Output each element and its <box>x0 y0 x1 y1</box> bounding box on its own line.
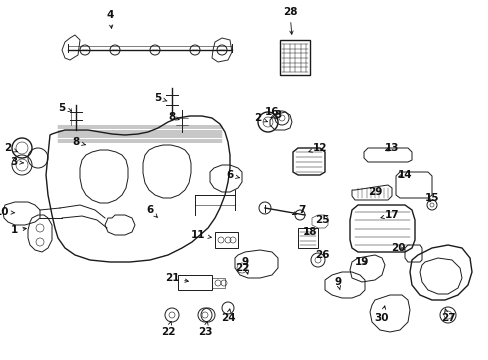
Text: 6: 6 <box>226 170 239 180</box>
Text: 5: 5 <box>58 103 71 113</box>
Text: 22: 22 <box>161 321 175 337</box>
Text: 8: 8 <box>72 137 85 147</box>
Text: 20: 20 <box>390 243 405 253</box>
Text: 3: 3 <box>270 110 281 120</box>
Text: 16: 16 <box>264 107 279 120</box>
Text: 26: 26 <box>314 250 328 260</box>
Text: 4: 4 <box>106 10 113 28</box>
Text: 12: 12 <box>308 143 326 153</box>
Text: 30: 30 <box>374 306 388 323</box>
Text: 19: 19 <box>354 257 368 267</box>
Text: 13: 13 <box>384 143 398 153</box>
Text: 18: 18 <box>302 227 317 237</box>
Text: 24: 24 <box>220 309 235 323</box>
Text: 3: 3 <box>10 157 23 167</box>
Text: 15: 15 <box>424 193 438 203</box>
Text: 22: 22 <box>234 263 249 273</box>
Text: 11: 11 <box>190 230 211 240</box>
Text: 27: 27 <box>440 309 454 323</box>
Text: 6: 6 <box>146 205 157 217</box>
Text: 8: 8 <box>168 112 179 122</box>
Text: 28: 28 <box>282 7 297 34</box>
Text: 2: 2 <box>254 113 267 123</box>
Text: 1: 1 <box>10 225 26 235</box>
Text: 17: 17 <box>380 210 399 220</box>
Text: 7: 7 <box>292 205 305 215</box>
Text: 9: 9 <box>241 257 248 274</box>
Text: 25: 25 <box>314 215 328 225</box>
Text: 21: 21 <box>164 273 188 283</box>
Text: 29: 29 <box>367 187 382 197</box>
Text: 2: 2 <box>4 143 17 153</box>
Text: 14: 14 <box>397 170 411 180</box>
Text: 5: 5 <box>154 93 167 103</box>
Text: 10: 10 <box>0 207 15 217</box>
Text: 23: 23 <box>197 321 212 337</box>
Text: 9: 9 <box>334 277 341 290</box>
